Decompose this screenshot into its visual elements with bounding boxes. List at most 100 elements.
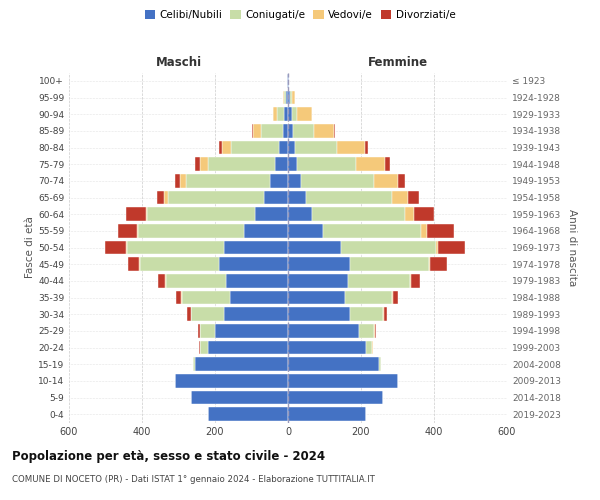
Bar — [350, 258, 428, 271]
Bar — [379, 358, 381, 371]
Bar — [312, 108, 313, 121]
Bar — [356, 158, 385, 171]
Bar — [301, 174, 374, 188]
Y-axis label: Anni di nascita: Anni di nascita — [566, 209, 577, 286]
Bar — [191, 308, 224, 321]
Bar — [297, 108, 312, 121]
Bar — [200, 324, 215, 338]
Bar — [428, 258, 430, 271]
Bar — [295, 140, 337, 154]
Bar — [306, 190, 392, 204]
Legend: Celibi/Nubili, Coniugati/e, Vedovi/e, Divorziati/e: Celibi/Nubili, Coniugati/e, Vedovi/e, Di… — [143, 8, 457, 22]
Bar — [341, 240, 436, 254]
Bar — [176, 290, 181, 304]
Bar — [244, 224, 288, 237]
Bar — [167, 190, 264, 204]
Bar — [175, 374, 288, 388]
Bar — [284, 108, 288, 121]
Bar — [279, 140, 288, 154]
Bar — [409, 190, 419, 204]
Bar — [288, 340, 367, 354]
Bar — [288, 324, 359, 338]
Bar — [218, 140, 223, 154]
Bar — [385, 158, 390, 171]
Bar — [286, 90, 288, 104]
Bar — [165, 274, 166, 287]
Bar — [208, 158, 275, 171]
Bar — [146, 208, 148, 221]
Bar — [292, 108, 297, 121]
Bar — [158, 274, 165, 287]
Bar — [106, 240, 125, 254]
Bar — [274, 108, 277, 121]
Bar — [191, 390, 288, 404]
Text: Maschi: Maschi — [155, 56, 202, 69]
Bar — [284, 90, 286, 104]
Bar — [292, 90, 295, 104]
Bar — [125, 208, 146, 221]
Y-axis label: Fasce di età: Fasce di età — [25, 216, 35, 278]
Bar — [127, 240, 224, 254]
Text: Popolazione per età, sesso e stato civile - 2024: Popolazione per età, sesso e stato civil… — [12, 450, 325, 463]
Bar — [181, 290, 182, 304]
Bar — [260, 124, 283, 138]
Bar — [195, 358, 288, 371]
Bar — [348, 274, 410, 287]
Bar — [148, 208, 255, 221]
Bar — [166, 274, 226, 287]
Bar — [288, 174, 301, 188]
Text: COMUNE DI NOCETO (PR) - Dati ISTAT 1° gennaio 2024 - Elaborazione TUTTITALIA.IT: COMUNE DI NOCETO (PR) - Dati ISTAT 1° ge… — [12, 475, 375, 484]
Bar — [253, 124, 260, 138]
Bar — [283, 90, 284, 104]
Text: Femmine: Femmine — [367, 56, 428, 69]
Bar — [208, 340, 288, 354]
Bar — [222, 140, 232, 154]
Bar — [411, 274, 420, 287]
Bar — [288, 274, 348, 287]
Bar — [275, 158, 288, 171]
Bar — [215, 324, 288, 338]
Bar — [140, 258, 218, 271]
Bar — [118, 224, 137, 237]
Bar — [137, 224, 139, 237]
Bar — [405, 208, 414, 221]
Bar — [288, 108, 292, 121]
Bar — [288, 408, 367, 421]
Bar — [125, 240, 127, 254]
Bar — [230, 290, 288, 304]
Bar — [198, 324, 200, 338]
Bar — [427, 224, 454, 237]
Bar — [314, 124, 334, 138]
Bar — [181, 174, 186, 188]
Bar — [297, 158, 356, 171]
Bar — [200, 340, 208, 354]
Bar — [287, 74, 288, 88]
Bar — [344, 290, 392, 304]
Bar — [374, 174, 398, 188]
Bar — [293, 124, 314, 138]
Bar — [288, 190, 306, 204]
Bar — [208, 408, 288, 421]
Bar — [410, 274, 411, 287]
Bar — [187, 308, 191, 321]
Bar — [288, 374, 398, 388]
Bar — [337, 140, 365, 154]
Bar — [288, 290, 344, 304]
Bar — [164, 190, 167, 204]
Bar — [157, 190, 164, 204]
Bar — [199, 340, 200, 354]
Bar — [224, 240, 288, 254]
Bar — [436, 240, 437, 254]
Bar — [288, 390, 383, 404]
Bar — [290, 90, 292, 104]
Bar — [218, 258, 288, 271]
Bar — [372, 340, 373, 354]
Bar — [139, 258, 140, 271]
Bar — [139, 224, 244, 237]
Bar — [288, 124, 293, 138]
Bar — [195, 158, 200, 171]
Bar — [323, 224, 421, 237]
Bar — [288, 90, 290, 104]
Bar — [288, 140, 295, 154]
Bar — [392, 190, 409, 204]
